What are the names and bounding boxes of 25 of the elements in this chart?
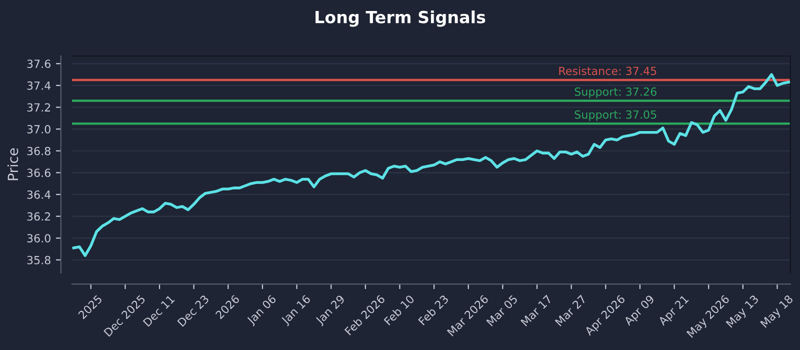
x-tick-label: Jan 16: [280, 294, 312, 326]
y-tick-label: 37.4: [27, 81, 51, 90]
y-tick-label: 37.2: [27, 103, 50, 112]
y-tick-label: 36.4: [27, 190, 51, 199]
x-tick-label: Apr 09: [623, 294, 656, 328]
x-tick-label: Mar 17: [520, 294, 552, 326]
ref-line-label: Support: 37.05: [574, 110, 656, 121]
x-tick-label: Mar 27: [554, 294, 587, 326]
y-tick-label: 37.6: [27, 60, 50, 68]
y-tick-label: 36.2: [27, 212, 50, 221]
y-axis-title: Price: [7, 148, 18, 180]
x-tick-label: Jan 06: [246, 294, 278, 326]
chart-title: Long Term Signals: [316, 10, 486, 27]
ref-line-label: Resistance: 37.45: [559, 66, 656, 76]
ref-line-label: Support: 37.26: [574, 87, 656, 98]
x-tick-label: Jan 29: [314, 294, 347, 326]
x-tick-label: Dec 23: [177, 294, 210, 327]
y-tick-label: 35.8: [27, 256, 50, 264]
y-tick-label: 36.0: [27, 234, 50, 242]
x-tick-label: Apr 21: [658, 294, 690, 328]
y-tick-label: 36.8: [27, 146, 50, 156]
y-tick-label: 36.6: [27, 168, 50, 178]
x-tick-label: Feb 23: [418, 294, 449, 326]
x-tick-label: Feb 10: [384, 294, 415, 326]
y-tick-label: 37.0: [27, 125, 50, 134]
